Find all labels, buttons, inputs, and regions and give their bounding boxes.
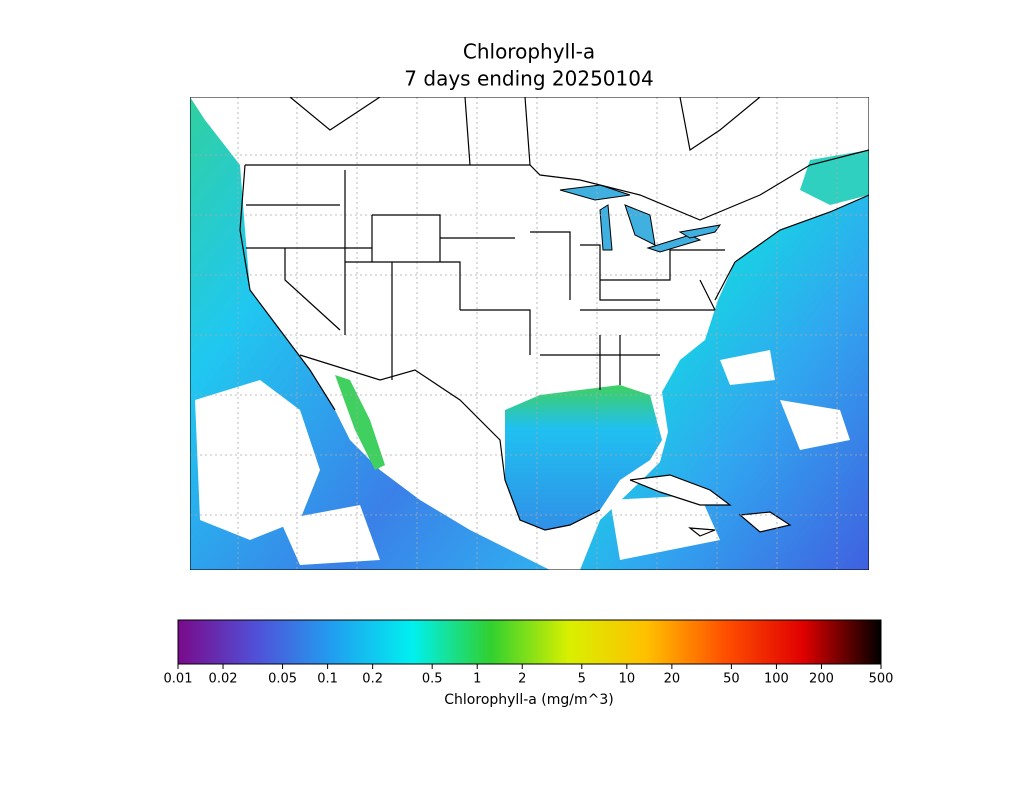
gulf-of-mexico [505, 385, 662, 530]
colorbar-label: Chlorophyll-a (mg/m^3) [444, 692, 613, 708]
colorbar-tick-label: 2 [518, 672, 526, 687]
colorbar-tick-label: 0.1 [317, 672, 338, 687]
gulf-of-california [335, 375, 385, 470]
islands [629, 474, 792, 537]
atlantic [580, 195, 869, 570]
colorbar-tick-label: 0.05 [268, 672, 297, 687]
colorbar-tick-label: 100 [764, 672, 789, 687]
colorbar-tick-label: 1 [473, 672, 481, 687]
colorbar-tick-label: 500 [869, 672, 894, 687]
subtitle: 7 days ending 20250104 [404, 67, 653, 91]
colorbar-tick-label: 0.2 [362, 672, 383, 687]
map [190, 97, 869, 570]
colorbar-tick-label: 0.01 [164, 672, 193, 687]
colorbar-scale [177, 619, 882, 665]
colorbar-tick-label: 10 [619, 672, 636, 687]
colorbar: 0.01 0.02 0.05 0.1 0.2 0.5 1 2 5 10 20 50 100 200 500 [164, 619, 894, 687]
clouds [195, 350, 850, 565]
colorbar-tick-label: 0.5 [422, 672, 443, 687]
colorbar-tick-label: 200 [809, 672, 834, 687]
colorbar-tick-label: 5 [578, 672, 586, 687]
colorbar-tick-label: 50 [723, 672, 740, 687]
title: Chlorophyll-a [463, 40, 595, 64]
colorbar-tick-label: 20 [664, 672, 681, 687]
great-lakes [559, 184, 722, 253]
borders [239, 97, 869, 531]
graticule [190, 97, 869, 570]
colorbar-tick-label: 0.02 [209, 672, 238, 687]
